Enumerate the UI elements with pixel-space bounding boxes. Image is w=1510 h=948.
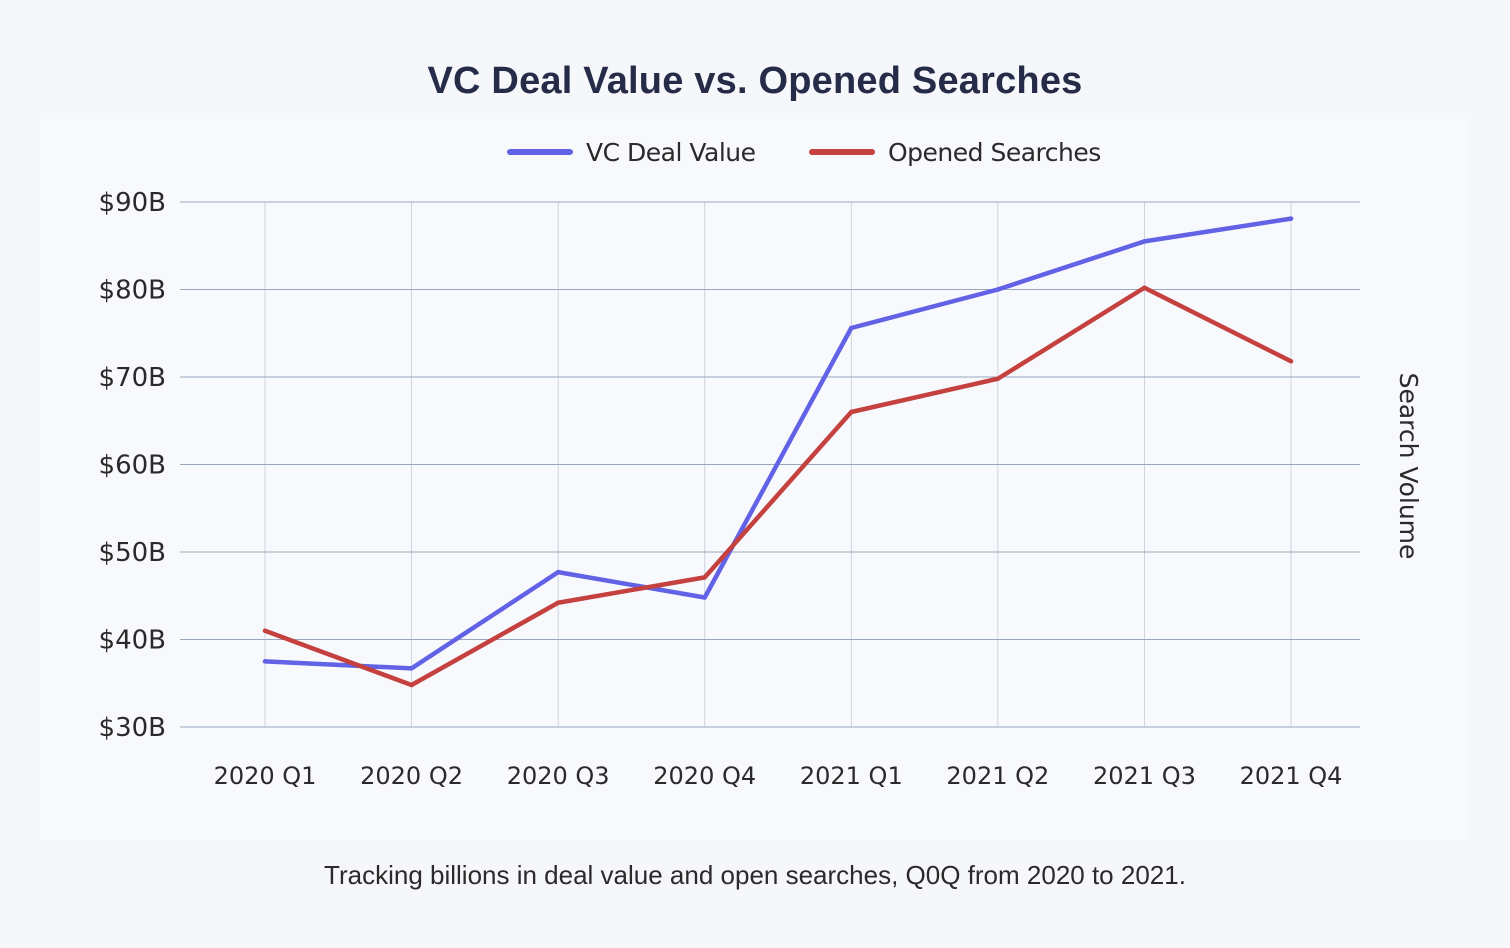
x-tick-label: 2020 Q3 [507,762,610,790]
data-point [702,575,707,580]
data-point [1142,285,1147,290]
line-chart: $30B $40B $50B $60B $70B $80B $90B 2020 Q1 2020 … [99,138,1423,790]
data-point [1142,239,1147,244]
y-tick-label: $60B [99,451,166,481]
data-point [555,569,561,575]
data-point [409,682,414,688]
x-tick-label: 2020 Q4 [653,762,756,790]
legend: VC Deal Value Opened Searches [507,138,1101,167]
data-point [995,376,1001,381]
data-point [849,325,854,331]
right-axis-title: Search Volume [1394,373,1423,560]
data-point [262,659,268,664]
chart-title: VC Deal Value vs. Opened Searches [427,60,1083,102]
x-tick-label: 2021 Q2 [946,762,1049,790]
data-point [555,600,561,605]
chart-caption: Tracking billions in deal value and open… [324,860,1186,890]
y-tick-label: $80B [99,276,166,306]
y-tick-label: $90B [99,188,166,218]
series-line-opened-searches [262,285,1294,688]
x-tick-label: 2020 Q1 [214,762,317,790]
x-tick-label: 2021 Q3 [1093,762,1196,790]
series-layer [262,216,1294,688]
data-point [262,628,268,633]
grid-layer [180,201,1360,728]
legend-label: VC Deal Value [586,138,756,167]
y-tick-label: $70B [99,363,166,393]
legend-label: Opened Searches [888,138,1101,167]
data-point [1288,216,1294,221]
data-point [702,595,707,600]
data-point [995,287,1001,292]
data-point [1288,359,1294,364]
data-point [409,666,414,671]
x-tick-label: 2021 Q4 [1240,762,1343,790]
axis-layer: $30B $40B $50B $60B $70B $80B $90B 2020 Q1 2020 … [99,188,1423,790]
y-tick-label: $40B [99,626,166,656]
chart-panel: $30B $40B $50B $60B $70B $80B $90B 2020 Q1 2020 … [40,118,1470,840]
series-line-vc-deal-value [262,216,1294,671]
data-point [849,409,854,415]
x-tick-label: 2020 Q2 [360,762,463,790]
y-tick-label: $30B [99,713,166,743]
x-tick-label: 2021 Q1 [800,762,903,790]
y-tick-label: $50B [99,538,166,568]
